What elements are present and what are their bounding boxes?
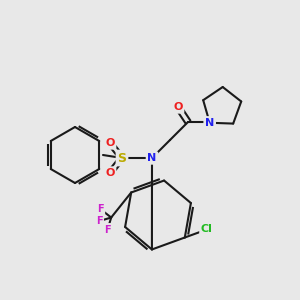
Text: Cl: Cl: [201, 224, 213, 235]
Text: S: S: [118, 152, 127, 164]
Text: O: O: [173, 102, 183, 112]
Text: F: F: [104, 224, 111, 235]
Text: N: N: [205, 118, 214, 128]
Text: O: O: [105, 168, 115, 178]
Text: F: F: [97, 204, 104, 214]
Text: N: N: [147, 153, 157, 163]
Text: F: F: [96, 216, 103, 226]
Text: O: O: [105, 138, 115, 148]
